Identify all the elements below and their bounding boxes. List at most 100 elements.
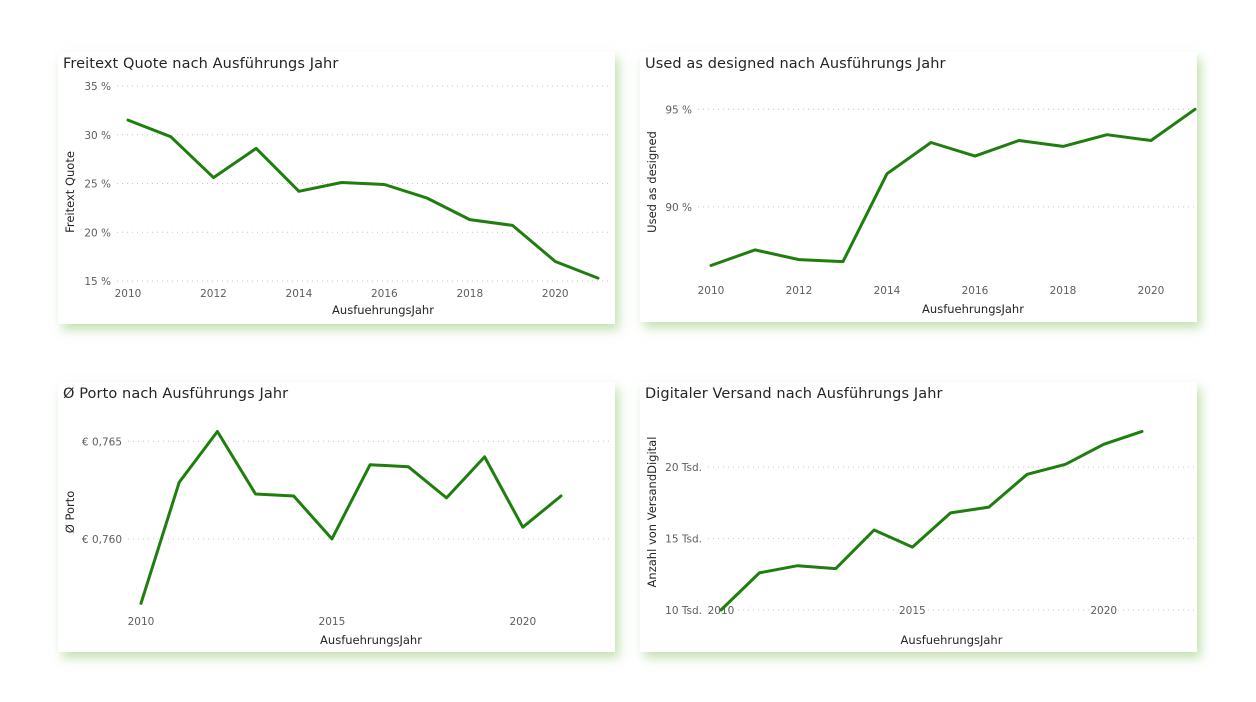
series-line	[709, 107, 1197, 267]
chart-card-porto[interactable]: Ø Porto nach Ausführungs Jahr € 0,760 € 0…	[58, 382, 615, 652]
data-point[interactable]	[209, 174, 217, 182]
x-tick-label: 2015	[319, 616, 346, 628]
x-tick-label: 2020	[509, 616, 536, 628]
data-point[interactable]	[423, 194, 431, 202]
x-tick-label: 2020	[542, 288, 569, 300]
x-tick-label: 2014	[286, 288, 313, 300]
data-point[interactable]	[519, 523, 527, 531]
data-point[interactable]	[295, 187, 303, 195]
data-point[interactable]	[380, 180, 388, 188]
x-tick-label: 2018	[456, 288, 483, 300]
y-tick-label: 95 %	[665, 104, 692, 116]
data-point[interactable]	[557, 492, 565, 500]
x-axis-title: AusfuehrungsJahr	[332, 303, 434, 317]
y-tick-label: 30 %	[84, 130, 111, 142]
x-axis-title: AusfuehrungsJahr	[901, 633, 1003, 647]
y-tick-label: 15 %	[84, 276, 111, 288]
y-axis-title: Used as designed	[645, 131, 659, 233]
y-tick-label: 25 %	[84, 179, 111, 191]
data-point[interactable]	[883, 170, 891, 178]
data-point[interactable]	[167, 133, 175, 141]
y-axis-title: Anzahl von VersandDigital	[645, 437, 659, 588]
data-point[interactable]	[252, 144, 260, 152]
data-point[interactable]	[832, 565, 840, 573]
y-axis-title: Freitext Quote	[63, 151, 77, 233]
data-point[interactable]	[466, 216, 474, 224]
data-point[interactable]	[594, 274, 602, 282]
x-tick-label: 2018	[1050, 285, 1077, 297]
series-line	[126, 118, 600, 280]
chart-card-freitext-quote[interactable]: Freitext Quote nach Ausführungs Jahr 15 …	[58, 52, 615, 324]
data-point[interactable]	[481, 453, 489, 461]
data-point[interactable]	[971, 152, 979, 160]
data-point[interactable]	[509, 221, 517, 229]
y-tick-label: € 0,765	[82, 436, 122, 448]
data-point[interactable]	[1100, 440, 1108, 448]
y-tick-label: 90 %	[665, 202, 692, 214]
y-tick-label: 15 Tsd.	[665, 534, 702, 546]
data-point[interactable]	[947, 509, 955, 517]
data-point[interactable]	[366, 461, 374, 469]
y-tick-label: 20 %	[84, 227, 111, 239]
y-tick-label: 10 Tsd.	[665, 605, 702, 617]
chart-card-digitaler-versand[interactable]: Digitaler Versand nach Ausführungs Jahr …	[640, 382, 1197, 652]
data-point[interactable]	[751, 246, 759, 254]
data-point[interactable]	[985, 503, 993, 511]
data-point[interactable]	[795, 256, 803, 264]
data-point[interactable]	[124, 116, 132, 124]
data-point[interactable]	[1061, 460, 1069, 468]
chart-title: Digitaler Versand nach Ausführungs Jahr	[645, 386, 943, 402]
x-axis-title: AusfuehrungsJahr	[320, 633, 422, 647]
x-tick-label: 2014	[874, 285, 901, 297]
x-axis-title: AusfuehrungsJahr	[922, 302, 1024, 316]
data-point[interactable]	[839, 258, 847, 266]
data-point[interactable]	[1191, 105, 1199, 113]
data-point[interactable]	[1059, 142, 1067, 150]
line-chart-freitext-quote: 15 % 20 % 25 % 30 % 35 % 2010 2012 2014 2016 2018…	[63, 81, 610, 317]
data-point[interactable]	[1103, 131, 1111, 139]
data-point[interactable]	[442, 494, 450, 502]
data-point[interactable]	[1015, 137, 1023, 145]
x-tick-label: 2016	[371, 288, 398, 300]
data-point[interactable]	[551, 258, 559, 266]
y-axis-title: Ø Porto	[63, 491, 77, 534]
data-point[interactable]	[290, 492, 298, 500]
x-tick-label: 2020	[1090, 605, 1117, 617]
y-tick-label: € 0,760	[82, 534, 122, 546]
line-chart-used-as-designed: 90 % 95 % 2010 2012 2014 2016 2018 2020 Ausfuehr…	[645, 104, 1199, 316]
line-chart-digitaler-versand: 10 Tsd.15 Tsd.20 Tsd.201020152020Ausfueh…	[645, 427, 1197, 647]
y-tick-label: 35 %	[84, 81, 111, 93]
x-tick-label: 2015	[899, 605, 926, 617]
chart-title: Freitext Quote nach Ausführungs Jahr	[63, 56, 339, 72]
chart-title: Ø Porto nach Ausführungs Jahr	[63, 386, 289, 402]
data-point[interactable]	[1138, 427, 1146, 435]
data-point[interactable]	[707, 261, 715, 269]
data-point[interactable]	[213, 428, 221, 436]
x-tick-label: 2012	[200, 288, 227, 300]
data-point[interactable]	[175, 478, 183, 486]
data-point[interactable]	[717, 606, 725, 614]
x-tick-label: 2020	[1138, 285, 1165, 297]
data-point[interactable]	[328, 535, 336, 543]
data-point[interactable]	[927, 138, 935, 146]
data-point[interactable]	[908, 543, 916, 551]
data-point[interactable]	[252, 490, 260, 498]
x-tick-label: 2010	[115, 288, 142, 300]
x-tick-label: 2012	[786, 285, 813, 297]
data-point[interactable]	[870, 526, 878, 534]
data-point[interactable]	[794, 562, 802, 570]
data-point[interactable]	[755, 569, 763, 577]
data-point[interactable]	[1023, 470, 1031, 478]
x-tick-label: 2010	[128, 616, 155, 628]
series-line	[719, 429, 1144, 612]
data-point[interactable]	[404, 463, 412, 471]
data-point[interactable]	[1147, 137, 1155, 145]
data-point[interactable]	[338, 179, 346, 187]
data-point[interactable]	[137, 599, 145, 607]
chart-card-used-as-designed[interactable]: Used as designed nach Ausführungs Jahr 9…	[640, 52, 1197, 322]
x-tick-label: 2016	[962, 285, 989, 297]
series-line	[139, 430, 563, 605]
chart-title: Used as designed nach Ausführungs Jahr	[645, 56, 946, 72]
x-tick-label: 2010	[698, 285, 725, 297]
line-chart-porto: € 0,760 € 0,765 2010 2015 2020 AusfuehrungsJa…	[63, 428, 610, 647]
